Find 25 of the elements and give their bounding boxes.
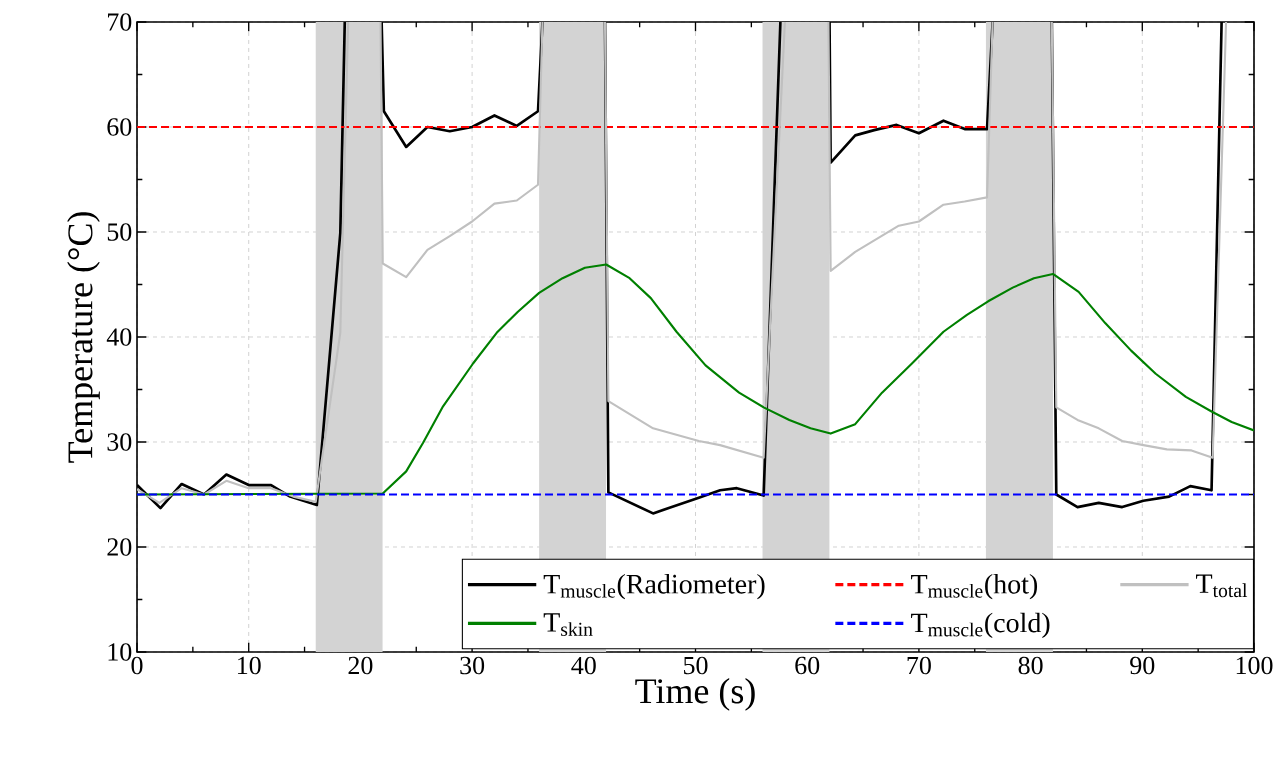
- legend-label: T$_{muscle}$(hot): [911, 573, 1038, 600]
- x-tick-label: 90: [1130, 656, 1155, 675]
- x-tick-label: 70: [907, 656, 931, 675]
- y-tick-label: 70: [108, 13, 132, 31]
- y-axis-title: Temperature (°C): [67, 212, 100, 463]
- legend-label: T$_{skin}$: [543, 613, 593, 636]
- x-tick-label: 60: [795, 656, 820, 675]
- x-tick-label: 80: [1018, 656, 1043, 675]
- x-tick-label: 20: [348, 656, 373, 675]
- y-tick-label: 60: [107, 118, 132, 136]
- legend-label: T$_{muscle}$(cold): [911, 612, 1050, 639]
- y-tick-label: 10: [108, 643, 132, 661]
- y-tick-label: 40: [106, 328, 132, 346]
- legend-label: T$_{total}$: [1196, 574, 1248, 598]
- x-tick-label: 100: [1236, 656, 1273, 675]
- y-tick-label: 30: [107, 433, 132, 451]
- x-tick-label: 0: [131, 656, 143, 675]
- x-tick-label: 10: [237, 656, 261, 675]
- legend-label: T$_{muscle}$(Radiometer): [543, 573, 765, 600]
- y-tick-label: 20: [107, 538, 132, 556]
- x-axis-title: Time (s): [635, 678, 755, 711]
- x-tick-label: 50: [684, 656, 708, 675]
- x-tick-label: 30: [460, 656, 485, 675]
- x-tick-label: 40: [571, 656, 596, 675]
- y-tick-label: 50: [107, 223, 132, 241]
